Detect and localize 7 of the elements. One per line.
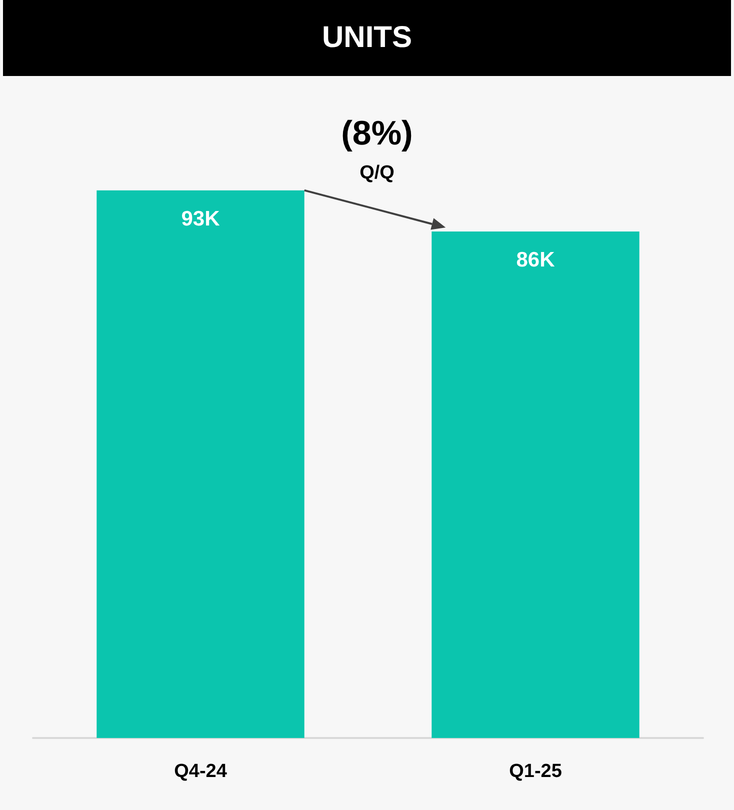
x-tick-label: Q4-24	[174, 761, 228, 782]
x-tick-label: Q1-25	[509, 761, 562, 782]
text: (8%)	[341, 114, 413, 152]
chart-title: UNITS	[3, 0, 731, 76]
data-label: 86K	[516, 248, 555, 272]
text: Q/Q	[360, 162, 394, 184]
data-label: 93K	[181, 207, 220, 230]
